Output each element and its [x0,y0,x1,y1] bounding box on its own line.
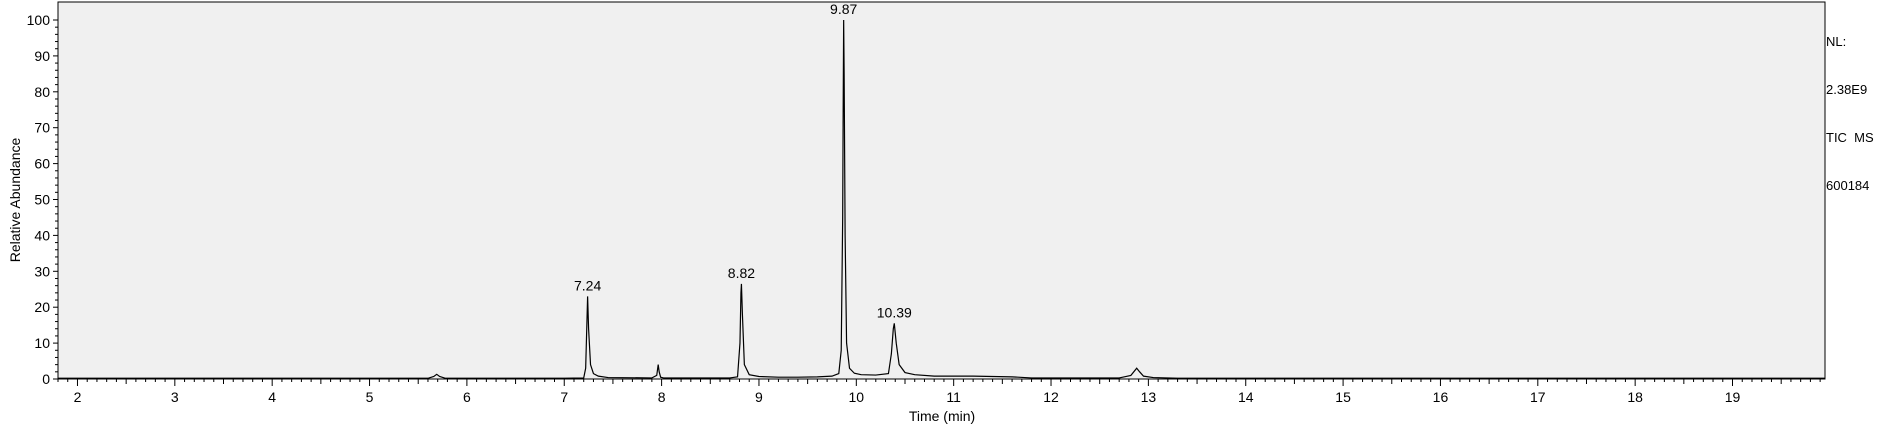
y-tick-label: 70 [34,120,50,136]
x-tick-label: 4 [268,389,276,405]
nl-label: NL: [1826,34,1847,49]
x-tick-label: 13 [1141,389,1157,405]
x-tick-label: 5 [366,389,374,405]
x-tick-label: 15 [1335,389,1351,405]
y-axis: 0 10 20 30 40 50 60 70 80 90 100 [27,12,58,387]
peak-label: 10.39 [877,304,912,320]
x-tick-label: 8 [658,389,666,405]
info-box: NL: 2.38E9 TIC MS 600184 [1826,2,1874,210]
nl-value: 2.38E9 [1826,82,1868,97]
y-tick-label: 80 [34,84,50,100]
y-tick-label: 100 [27,12,51,28]
x-tick-label: 7 [560,389,568,405]
y-tick-label: 10 [34,335,50,351]
y-tick-label: 40 [34,227,50,243]
y-tick-label: 90 [34,48,50,64]
x-tick-label: 12 [1043,389,1059,405]
x-axis: 2 3 4 5 6 7 8 9 10 11 12 13 14 15 16 17 18 19 [57,379,1821,405]
y-tick-label: 20 [34,299,50,315]
peak-labels: 7.24 8.82 9.87 10.39 [574,1,912,320]
peak-label: 9.87 [830,1,857,17]
tic-trace [58,19,1825,379]
x-tick-label: 18 [1627,389,1643,405]
sample-id: 600184 [1826,178,1870,193]
y-tick-label: 50 [34,192,50,208]
plot-area [57,1,1826,380]
x-tick-label: 19 [1725,389,1741,405]
x-tick-label: 10 [849,389,865,405]
x-tick-label: 3 [171,389,179,405]
x-tick-label: 11 [946,389,961,405]
x-tick-label: 14 [1238,389,1254,405]
x-tick-label: 9 [755,389,763,405]
scan-filter: TIC MS [1826,130,1874,145]
x-tick-label: 17 [1530,389,1546,405]
y-tick-label: 30 [34,263,50,279]
peak-label: 7.24 [574,277,601,293]
y-tick-label: 60 [34,156,50,172]
y-tick-label: 0 [42,371,50,387]
x-axis-title: Time (min) [909,408,975,424]
y-axis-title: Relative Abundance [7,138,23,263]
x-tick-label: 2 [74,389,82,405]
x-tick-label: 16 [1433,389,1449,405]
peak-label: 8.82 [728,265,755,281]
x-tick-label: 6 [463,389,471,405]
